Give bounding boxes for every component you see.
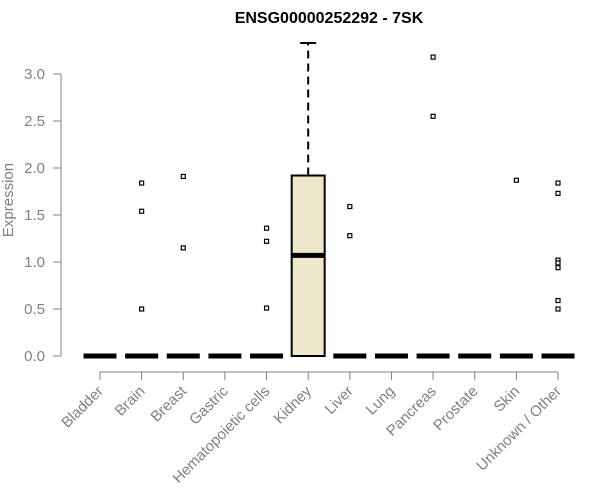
box-8 [416,54,450,359]
outlier-point [139,306,145,312]
outlier-point [555,265,561,271]
x-tick-label: Brain [112,383,149,420]
outlier-point [430,113,436,119]
outlier-point [513,177,519,183]
x-tick-label: Lung [363,383,399,419]
y-tick-label: 1.0 [24,254,45,271]
y-tick-label: 0.5 [24,301,45,318]
outlier-point [180,245,186,251]
y-axis-title: Expression [0,163,17,237]
box-group [83,41,575,359]
chart-title: ENSG00000252292 - 7SK [235,10,424,27]
y-tick-label: 3.0 [24,66,45,83]
outlier-point [180,173,186,180]
box-2 [166,173,200,359]
box-10 [499,177,533,359]
box-5 [290,41,326,357]
outlier-point [347,233,353,239]
outlier-point [139,208,145,214]
outlier-point [555,190,561,196]
outlier-point [555,260,561,266]
x-tick-label: Skin [491,383,524,416]
x-tick-label: Liver [322,383,357,418]
x-tick-label: Breast [147,382,190,425]
x-tick-label: Kidney [271,382,316,427]
outlier-point [263,305,270,311]
y-tick-label: 2.0 [24,160,45,177]
y-tick-label: 2.5 [24,113,45,130]
outlier-point [555,306,561,312]
y-tick-label: 1.5 [24,207,45,224]
outlier-point [555,180,561,186]
box-body [290,174,326,357]
box-6 [333,203,367,359]
box-4 [250,225,284,359]
outlier-point [347,203,353,210]
y-axis-ticks: 0.0 0.5 1.0 1.5 2.0 2.5 3.0 [24,66,61,365]
x-tick-label: Bladder [58,383,107,432]
outlier-point [430,54,436,60]
outlier-point [263,238,270,244]
box-1 [125,180,159,359]
outlier-point [555,297,561,304]
y-tick-label: 0.0 [24,348,45,365]
outlier-point [263,225,270,231]
box-11 [541,180,575,359]
outlier-point [139,180,145,186]
x-tick-label: Prostate [430,383,482,435]
